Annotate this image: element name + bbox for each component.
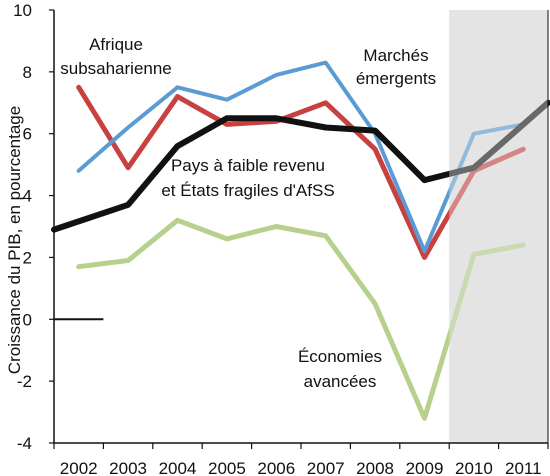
- y-tick-label: 4: [23, 187, 32, 206]
- x-tick-label: 2008: [356, 459, 394, 476]
- y-tick-label: 0: [23, 310, 32, 329]
- x-tick-label: 2010: [455, 459, 493, 476]
- annotation-ssa-line2: subsaharienne: [60, 59, 172, 78]
- projection-shade: [449, 10, 548, 443]
- series-line-emerging: [76, 60, 526, 254]
- y-tick-label: 6: [23, 125, 32, 144]
- y-axis-label: Croissance du PIB, en pourcentage: [5, 106, 24, 374]
- y-tick-label: 8: [23, 63, 32, 82]
- y-tick-label: -2: [17, 372, 32, 391]
- annotation-low-income-line1: Pays à faible revenu: [171, 156, 325, 175]
- tick-label-layer: -4 -2 0 2 4 6 8 10 2002 2003 2004 2005 2006 2007 2008 2…: [13, 1, 542, 476]
- x-tick-label: 2004: [159, 459, 197, 476]
- x-tick-label: 2005: [208, 459, 246, 476]
- x-tick-label: 2009: [406, 459, 444, 476]
- x-tick-label: 2007: [307, 459, 345, 476]
- x-tick-label: 2003: [109, 459, 147, 476]
- series-line-advanced: [76, 217, 526, 421]
- annotations: Afrique subsaharienne Marchés émergents …: [60, 35, 436, 391]
- y-tick-label: 2: [23, 248, 32, 267]
- y-tick-label: 10: [13, 1, 32, 20]
- x-tick-label: 2002: [60, 459, 98, 476]
- x-tick-label: 2011: [505, 459, 542, 476]
- annotation-emerging-line1: Marchés: [363, 46, 428, 65]
- series-layer: [51, 10, 550, 443]
- annotation-ssa-line1: Afrique: [89, 35, 143, 54]
- series-line-low_income: [51, 99, 550, 233]
- x-tick-label: 2006: [257, 459, 295, 476]
- annotation-advanced-line2: avancées: [304, 372, 377, 391]
- annotation-low-income-line2: et États fragiles d'AfSS: [161, 181, 334, 200]
- series-line-ssa: [76, 84, 526, 260]
- y-tick-label: -4: [17, 434, 32, 453]
- annotation-advanced-line1: Économies: [298, 347, 382, 366]
- projection-shade-layer: [449, 10, 548, 443]
- annotation-emerging-line2: émergents: [356, 69, 436, 88]
- axis-layer: [49, 9, 549, 449]
- projection-overlay: [449, 10, 548, 443]
